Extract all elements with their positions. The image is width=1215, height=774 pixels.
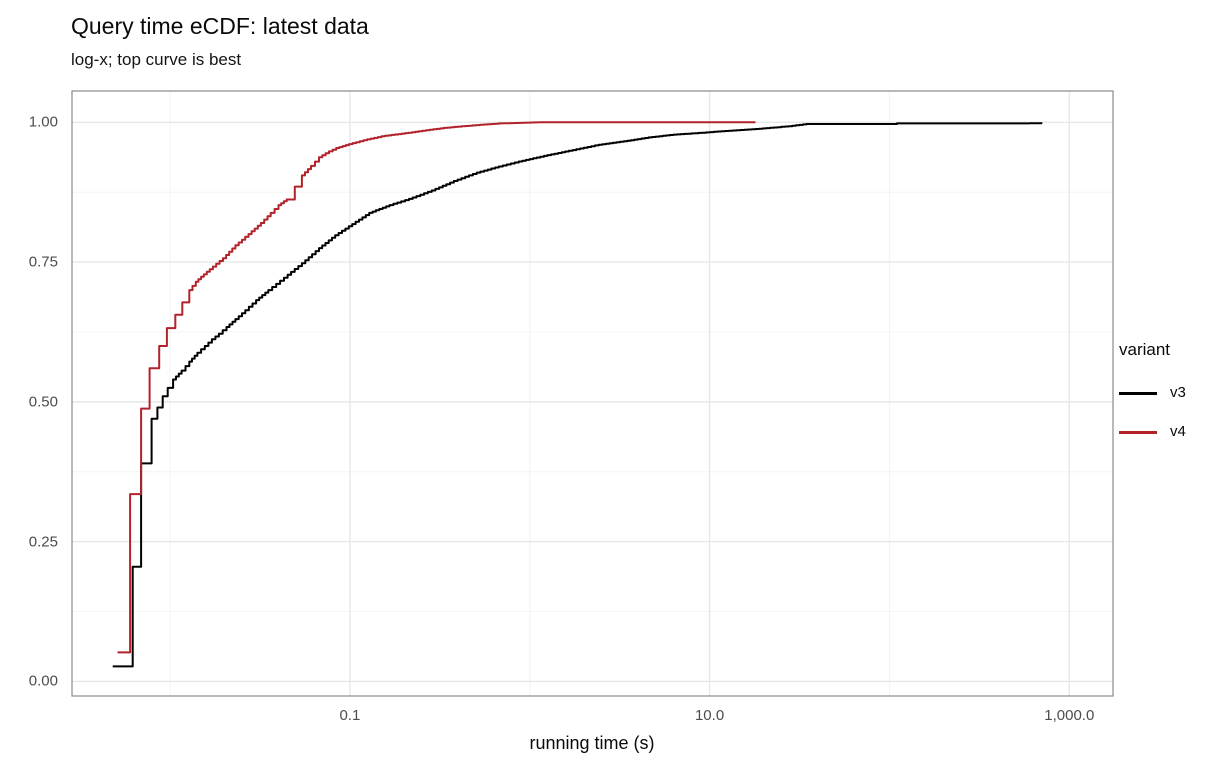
y-tick-label: 0.75 <box>28 253 58 271</box>
legend: variant v3 v4 <box>1119 340 1186 461</box>
x-axis-title: running time (s) <box>529 733 655 753</box>
y-tick-label: 0.00 <box>28 672 58 690</box>
x-tick-label: 1,000.0 <box>1044 707 1095 724</box>
ecdf-curve-v4 <box>117 121 756 654</box>
panel-background <box>72 91 1113 696</box>
legend-key-line-v3 <box>1119 391 1157 395</box>
y-tick-label: 1.00 <box>28 113 58 131</box>
x-tick-label: 10.0 <box>694 707 725 724</box>
x-tick-label: 0.1 <box>339 707 361 724</box>
legend-entry-v4: v4 <box>1119 422 1186 442</box>
legend-label-v3: v3 <box>1170 384 1186 401</box>
y-tick-label: 0.25 <box>28 533 58 551</box>
ecdf-curve-v3 <box>112 122 1043 668</box>
legend-key-line-v4 <box>1119 430 1157 434</box>
panel-border <box>71 90 1114 697</box>
legend-title: variant <box>1119 340 1171 359</box>
chart-subtitle: log-x; top curve is best <box>71 50 242 69</box>
legend-entry-v3: v3 <box>1119 383 1186 403</box>
chart-title: Query time eCDF: latest data <box>71 13 369 39</box>
legend-label-v4: v4 <box>1170 423 1186 440</box>
y-tick-label: 0.50 <box>28 393 58 411</box>
